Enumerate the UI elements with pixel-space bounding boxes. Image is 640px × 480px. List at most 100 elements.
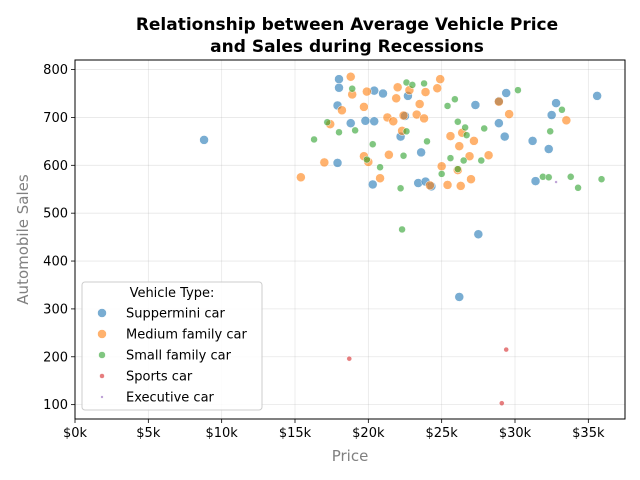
legend-label-executive-car: Executive car: [126, 391, 215, 406]
small-family-car-point: [396, 184, 405, 193]
suppermini-car-point: [473, 229, 484, 239]
small-family-car-point: [398, 225, 406, 234]
medium-family-car-point: [419, 113, 429, 124]
small-family-car-point: [420, 79, 428, 88]
medium-family-car-point: [388, 116, 399, 127]
small-family-car-point: [454, 165, 462, 173]
executive-car-point: [554, 180, 558, 184]
x-tick-label: $5k: [136, 426, 161, 441]
medium-family-car-point: [420, 87, 431, 97]
suppermini-car-point: [501, 88, 511, 98]
y-tick-label: 300: [43, 302, 68, 317]
suppermini-car-point: [499, 131, 510, 142]
suppermini-car-point: [470, 100, 481, 110]
x-axis-ticks: $0k $5k $10k $15k $20k $25k $30k $35k: [63, 419, 605, 441]
legend-label-small-family-car: Small family car: [126, 349, 232, 364]
small-family-car-point: [454, 117, 462, 126]
suppermini-car-point: [332, 158, 343, 168]
small-family-car-point: [351, 126, 359, 135]
medium-family-car-point: [483, 150, 494, 161]
medium-family-car-point: [464, 151, 475, 161]
small-family-car-point: [514, 86, 522, 94]
x-tick-label: $25k: [425, 426, 458, 441]
sports-car-point: [346, 355, 353, 362]
chart-title-line-1: Relationship between Average Vehicle Pri…: [136, 15, 558, 35]
sports-car-point: [499, 400, 505, 406]
small-family-car-point: [480, 124, 488, 133]
suppermini-car-point: [494, 118, 504, 128]
medium-family-car-point: [414, 99, 425, 109]
small-family-car-point: [546, 127, 554, 136]
suppermini-car-point: [527, 136, 538, 146]
sports-car-point: [503, 346, 509, 353]
y-axis-label: Automobile Sales: [14, 174, 32, 305]
medium-family-car-point: [411, 109, 422, 120]
medium-family-car-point: [375, 173, 385, 183]
y-tick-label: 200: [43, 350, 68, 365]
small-family-car-point: [368, 140, 377, 148]
small-family-car-point: [348, 84, 356, 93]
suppermini-car-point: [530, 176, 541, 186]
small-family-car-point: [408, 81, 417, 89]
medium-family-car-point: [466, 174, 476, 184]
medium-family-car-point: [454, 141, 465, 151]
y-tick-label: 600: [43, 159, 68, 174]
medium-family-car-point: [494, 96, 504, 107]
data-points: [199, 72, 606, 406]
small-family-car-point: [461, 123, 469, 132]
suppermini-car-point: [367, 179, 378, 190]
suppermini-car-point: [345, 118, 356, 128]
small-family-car-point: [574, 184, 582, 192]
small-family-car-point: [462, 131, 471, 139]
medium-family-car-point: [436, 161, 447, 172]
legend-label-sports-car: Sports car: [126, 370, 193, 385]
small-family-car-point: [459, 156, 468, 165]
x-tick-label: $20k: [352, 426, 385, 441]
legend-box: [81, 281, 263, 411]
x-tick-label: $0k: [63, 426, 88, 441]
medium-family-car-point: [384, 150, 394, 160]
y-axis-ticks: 100 200 300 400 500 600 700 800: [43, 63, 75, 413]
small-family-car-point: [544, 173, 553, 182]
small-family-car-point: [323, 118, 332, 126]
medium-family-car-point: [337, 105, 347, 116]
x-tick-label: $10k: [205, 426, 238, 441]
legend-marker-small-family-car: [98, 351, 106, 359]
medium-family-car-point: [425, 180, 435, 191]
y-tick-label: 400: [43, 255, 68, 270]
suppermini-car-point: [592, 91, 602, 101]
legend-title: Vehicle Type:: [130, 286, 215, 301]
legend-label-suppermini-car: Suppermini car: [126, 307, 225, 322]
small-family-car-point: [597, 175, 606, 183]
small-family-car-point: [335, 128, 343, 137]
medium-family-car-point: [362, 86, 372, 97]
legend-label-medium-family-car: Medium family car: [126, 328, 247, 343]
suppermini-car-point: [199, 135, 209, 145]
small-family-car-point: [402, 127, 411, 136]
medium-family-car-point: [504, 109, 514, 119]
small-family-car-point: [399, 151, 408, 160]
medium-family-car-point: [319, 157, 330, 168]
x-tick-label: $15k: [279, 426, 312, 441]
legend-marker-suppermini-car: [97, 308, 107, 318]
legend-marker-sports-car: [99, 373, 105, 379]
suppermini-car-point: [454, 292, 465, 302]
medium-family-car-point: [398, 110, 409, 121]
medium-family-car-point: [359, 102, 369, 112]
medium-family-car-point: [391, 93, 401, 104]
small-family-car-point: [477, 156, 486, 165]
y-tick-label: 100: [43, 398, 68, 413]
suppermini-car-point: [546, 110, 557, 120]
suppermini-car-point: [334, 83, 344, 93]
suppermini-car-point: [551, 98, 561, 108]
suppermini-car-point: [543, 144, 554, 154]
small-family-car-point: [558, 106, 566, 114]
medium-family-car-point: [435, 74, 445, 84]
suppermini-car-point: [360, 116, 371, 126]
medium-family-car-point: [455, 181, 466, 191]
y-tick-label: 500: [43, 207, 68, 222]
suppermini-car-point: [416, 147, 426, 158]
chart-title-line-2: and Sales during Recessions: [210, 37, 484, 57]
x-tick-label: $30k: [499, 426, 532, 441]
